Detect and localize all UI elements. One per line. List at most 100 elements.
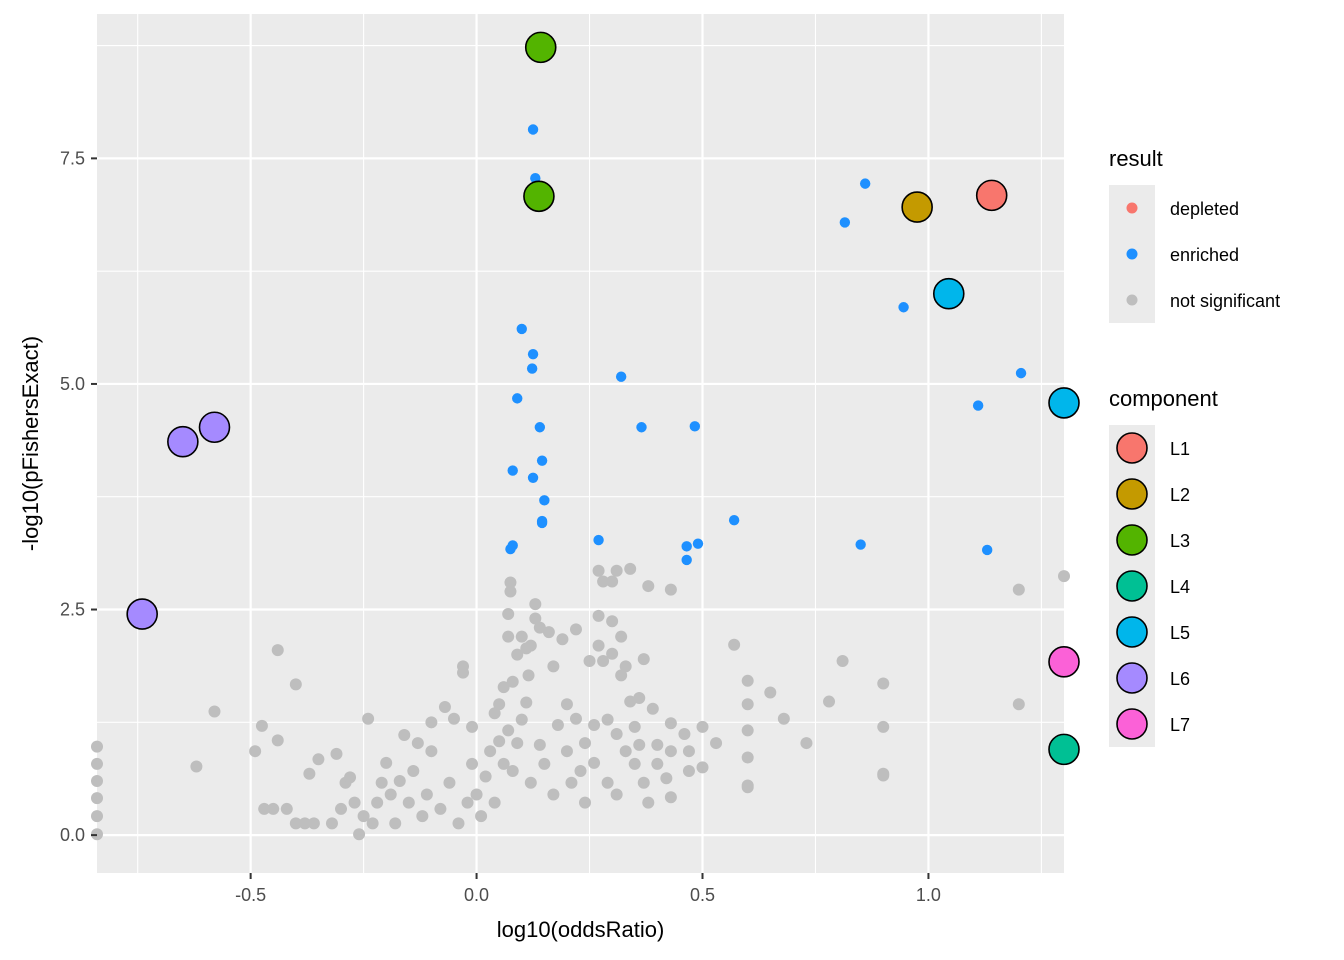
not-significant-point	[416, 810, 429, 823]
not-significant-point	[91, 792, 103, 805]
not-significant-point	[610, 728, 623, 741]
not-significant-point	[208, 705, 221, 718]
not-significant-point	[682, 765, 695, 778]
enriched-point	[536, 517, 548, 529]
component-point-l6	[126, 598, 158, 630]
not-significant-point	[696, 761, 709, 774]
not-significant-point	[402, 796, 415, 809]
component-legend-key	[1116, 432, 1148, 464]
not-significant-point	[524, 776, 537, 789]
not-significant-point	[628, 757, 641, 770]
y-tick-label: 7.5	[60, 148, 85, 168]
enriched-point	[898, 302, 909, 313]
enriched-point	[839, 217, 851, 228]
enriched-point	[692, 538, 704, 549]
not-significant-point	[606, 647, 619, 660]
not-significant-point	[642, 796, 655, 809]
component-legend-label: L1	[1170, 439, 1190, 459]
not-significant-point	[601, 713, 614, 726]
not-significant-point	[461, 796, 474, 809]
enriched-point	[512, 393, 523, 404]
result-legend: result depleted enriched not significant	[1109, 146, 1280, 323]
x-axis-title: log10(oddsRatio)	[497, 917, 665, 942]
not-significant-point	[533, 621, 546, 634]
not-significant-point	[633, 691, 646, 704]
not-significant-point	[298, 817, 311, 830]
not-significant-point	[877, 677, 890, 690]
component-legend-key	[1116, 570, 1148, 602]
not-significant-point	[583, 654, 596, 667]
not-significant-point	[271, 734, 284, 747]
not-significant-point	[823, 695, 836, 708]
not-significant-point	[764, 686, 777, 699]
not-significant-point	[664, 583, 677, 596]
not-significant-point	[588, 719, 601, 732]
not-significant-point	[506, 675, 519, 688]
component-point-l1	[975, 179, 1008, 212]
enriched-point	[1015, 367, 1027, 379]
component-point-l3	[523, 180, 555, 213]
not-significant-point	[466, 720, 479, 733]
not-significant-point	[664, 791, 677, 804]
not-significant-point	[357, 810, 370, 823]
enriched-point	[681, 554, 692, 566]
not-significant-point	[877, 769, 890, 782]
not-significant-point	[615, 669, 628, 682]
result-legend-label: depleted	[1170, 199, 1239, 219]
not-significant-point	[371, 796, 384, 809]
enriched-point	[536, 455, 548, 466]
enriched-point	[636, 422, 647, 433]
result-legend-label: enriched	[1170, 245, 1239, 265]
not-significant-point	[407, 765, 420, 778]
component-point-l6	[167, 425, 199, 458]
not-significant-point	[366, 817, 379, 830]
component-points	[126, 31, 1080, 766]
not-significant-point	[538, 757, 551, 770]
not-significant-point	[362, 712, 375, 725]
not-significant-point	[493, 698, 506, 711]
component-point-l5	[932, 277, 965, 310]
not-significant-point	[515, 630, 528, 643]
enriched-point	[981, 544, 993, 556]
enriched-point	[505, 543, 516, 555]
component-legend-label: L4	[1170, 577, 1190, 597]
component-legend-key	[1116, 662, 1148, 694]
not-significant-point	[258, 802, 271, 815]
not-significant-point	[664, 745, 677, 758]
not-significant-point	[425, 716, 438, 729]
component-point-l6	[198, 411, 231, 444]
x-tick-label: 0.5	[690, 885, 715, 905]
not-significant-point	[696, 720, 709, 733]
not-significant-point	[569, 623, 582, 636]
not-significant-point	[597, 654, 610, 667]
not-significant-point	[280, 802, 293, 815]
axis-ticks	[91, 157, 930, 879]
not-significant-point	[307, 817, 320, 830]
not-significant-point	[289, 678, 302, 691]
enriched-point	[615, 371, 627, 382]
not-significant-point	[633, 738, 646, 751]
not-significant-point	[678, 728, 691, 741]
not-significant-point	[569, 712, 582, 725]
enriched-point	[527, 348, 539, 360]
not-significant-point	[497, 681, 510, 694]
enriched-point	[855, 539, 866, 550]
not-significant-point	[642, 580, 655, 593]
not-significant-point	[520, 696, 533, 709]
component-legend-key	[1116, 524, 1148, 556]
not-significant-point	[682, 745, 695, 758]
not-significant-point	[610, 564, 623, 577]
not-significant-point	[651, 738, 664, 751]
not-significant-point	[610, 788, 623, 801]
enriched-point	[859, 178, 871, 189]
not-significant-point	[741, 751, 754, 764]
not-significant-point	[1012, 583, 1025, 596]
component-legend-label: L3	[1170, 531, 1190, 551]
not-significant-point	[475, 810, 488, 823]
not-significant-point	[741, 698, 754, 711]
not-significant-point	[303, 767, 316, 780]
not-significant-point	[547, 788, 560, 801]
not-significant-point	[434, 802, 447, 815]
not-significant-point	[592, 564, 605, 577]
